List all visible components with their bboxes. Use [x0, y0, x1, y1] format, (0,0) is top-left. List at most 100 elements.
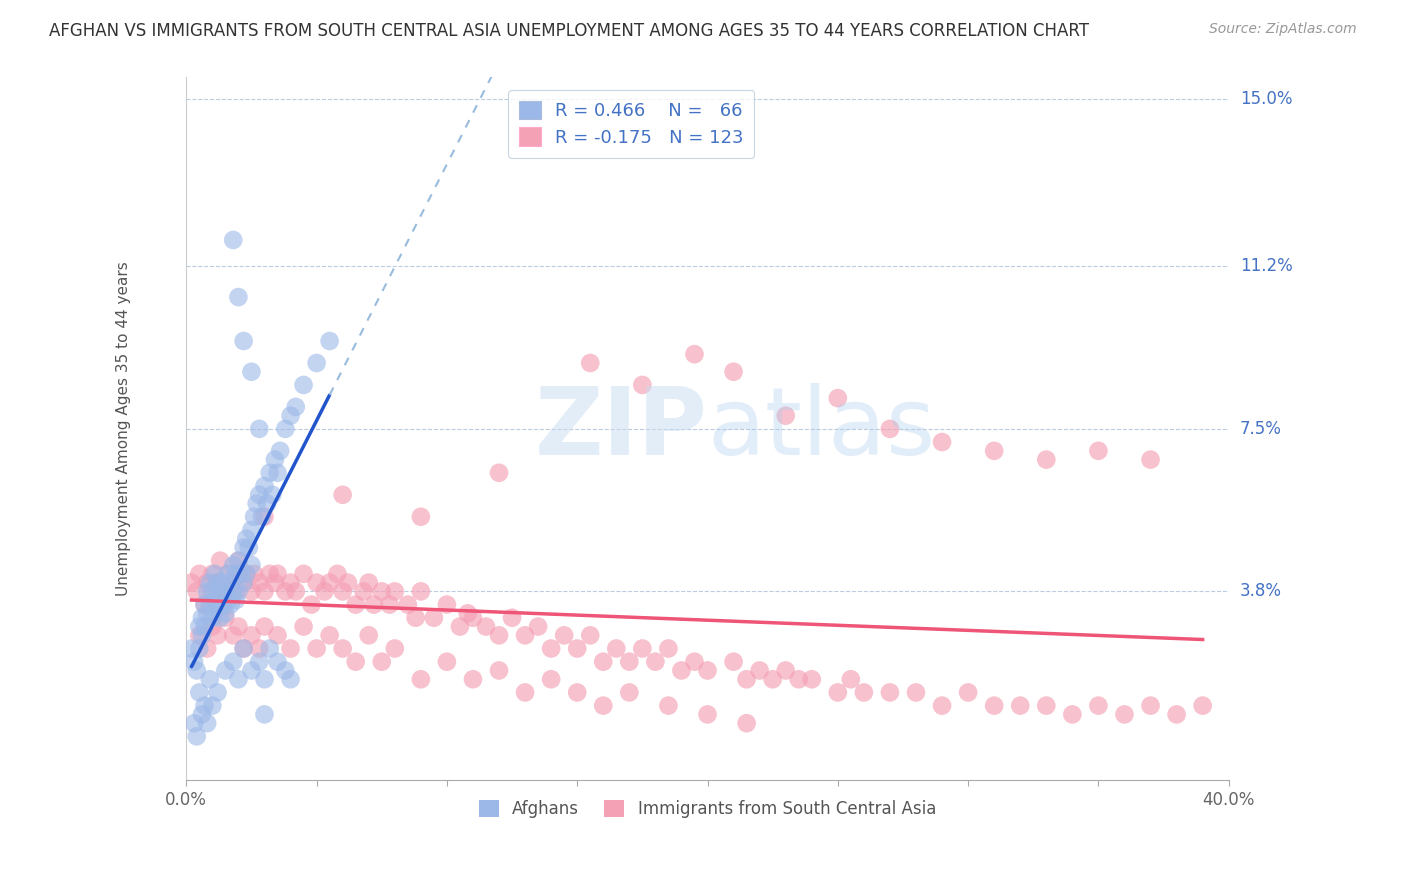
Point: [207, 575, 229, 590]
Point: [188, 628, 211, 642]
Text: AFGHAN VS IMMIGRANTS FROM SOUTH CENTRAL ASIA UNEMPLOYMENT AMONG AGES 35 TO 44 YE: AFGHAN VS IMMIGRANTS FROM SOUTH CENTRAL …: [49, 22, 1090, 40]
Point: [384, 584, 406, 599]
Point: [191, 707, 214, 722]
Point: [305, 356, 328, 370]
Point: [228, 554, 250, 568]
Point: [371, 584, 394, 599]
Point: [235, 532, 257, 546]
Point: [344, 598, 367, 612]
Point: [180, 641, 202, 656]
Point: [461, 673, 484, 687]
Point: [457, 607, 479, 621]
Point: [232, 641, 254, 656]
Point: [217, 566, 239, 581]
Point: [229, 566, 252, 581]
Point: [683, 347, 706, 361]
Point: [378, 598, 401, 612]
Point: [269, 443, 291, 458]
Point: [198, 598, 221, 612]
Point: [217, 566, 239, 581]
Point: [253, 479, 276, 493]
Point: [1087, 698, 1109, 713]
Point: [228, 619, 250, 633]
Point: [195, 716, 218, 731]
Point: [195, 584, 218, 599]
Point: [592, 655, 614, 669]
Point: [207, 685, 229, 699]
Point: [384, 641, 406, 656]
Point: [201, 698, 224, 713]
Point: [222, 575, 245, 590]
Point: [657, 641, 679, 656]
Point: [409, 509, 432, 524]
Point: [219, 598, 242, 612]
Point: [318, 628, 340, 642]
Point: [305, 575, 328, 590]
Point: [180, 575, 202, 590]
Point: [266, 628, 288, 642]
Point: [619, 655, 641, 669]
Legend: Afghans, Immigrants from South Central Asia: Afghans, Immigrants from South Central A…: [472, 793, 942, 825]
Point: [299, 598, 322, 612]
Point: [449, 619, 471, 633]
Point: [240, 584, 263, 599]
Point: [735, 673, 758, 687]
Point: [201, 611, 224, 625]
Point: [247, 641, 270, 656]
Point: [191, 611, 214, 625]
Point: [280, 575, 302, 590]
Point: [280, 641, 302, 656]
Point: [775, 664, 797, 678]
Point: [353, 584, 375, 599]
Point: [204, 593, 226, 607]
Point: [235, 566, 257, 581]
Point: [1035, 698, 1057, 713]
Point: [723, 655, 745, 669]
Point: [214, 664, 236, 678]
Point: [193, 598, 215, 612]
Point: [423, 611, 446, 625]
Point: [214, 584, 236, 599]
Point: [671, 664, 693, 678]
Point: [274, 664, 297, 678]
Point: [696, 707, 718, 722]
Point: [513, 685, 536, 699]
Point: [222, 655, 245, 669]
Point: [232, 575, 254, 590]
Point: [238, 541, 260, 555]
Point: [318, 575, 340, 590]
Point: [1035, 452, 1057, 467]
Point: [222, 584, 245, 599]
Point: [284, 584, 307, 599]
Point: [247, 488, 270, 502]
Point: [228, 554, 250, 568]
Point: [262, 488, 284, 502]
Point: [827, 391, 849, 405]
Point: [475, 619, 498, 633]
Point: [188, 619, 211, 633]
Point: [371, 655, 394, 669]
Point: [501, 611, 523, 625]
Point: [183, 716, 205, 731]
Point: [748, 664, 770, 678]
Point: [567, 641, 589, 656]
Point: [1010, 698, 1032, 713]
Point: [191, 628, 214, 642]
Point: [225, 566, 247, 581]
Point: [363, 598, 385, 612]
Point: [201, 619, 224, 633]
Point: [357, 628, 380, 642]
Point: [957, 685, 980, 699]
Point: [762, 673, 785, 687]
Point: [232, 641, 254, 656]
Point: [186, 730, 208, 744]
Point: [292, 566, 315, 581]
Point: [214, 611, 236, 625]
Point: [775, 409, 797, 423]
Point: [209, 554, 232, 568]
Point: [314, 584, 336, 599]
Point: [592, 698, 614, 713]
Point: [207, 575, 229, 590]
Text: 15.0%: 15.0%: [1240, 90, 1292, 109]
Point: [188, 566, 211, 581]
